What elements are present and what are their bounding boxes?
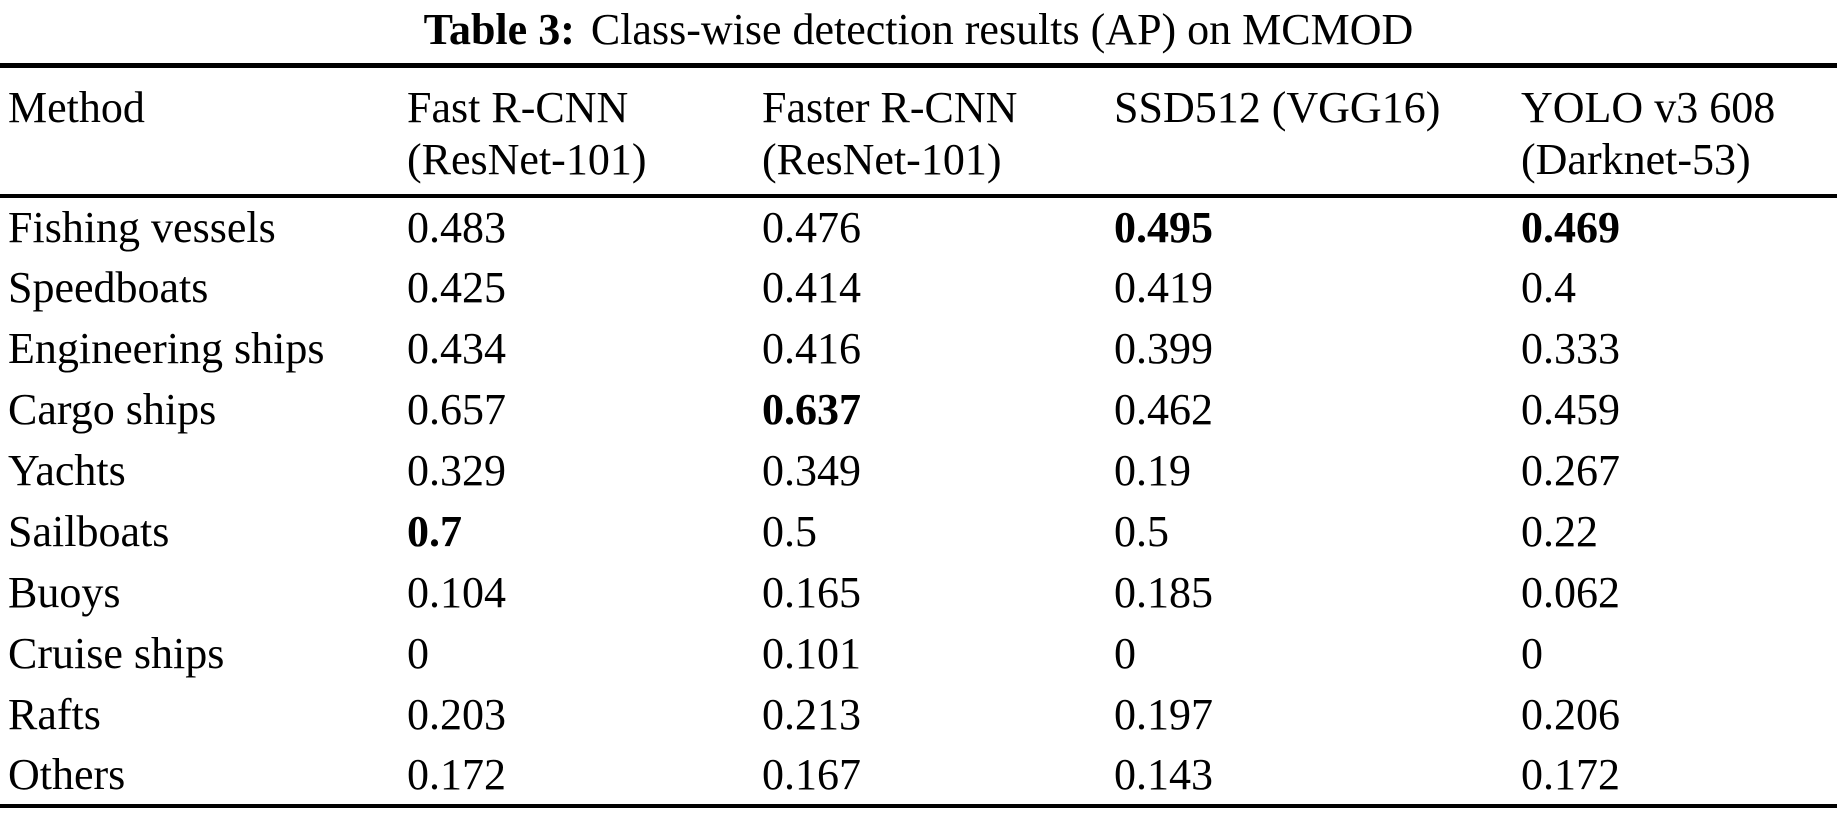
ap-value-cell: 0.434 <box>407 323 506 373</box>
ap-value-cell: 0.476 <box>762 202 861 252</box>
ap-value-cell: 0.267 <box>1521 445 1620 495</box>
table-header-row: Method Fast R-CNN (ResNet-101) Faster R-CNN… <box>0 65 1837 198</box>
method-cell: Engineering ships <box>8 323 325 373</box>
column-header-ssd512-vgg16: SSD512 (VGG16) <box>1114 65 1521 198</box>
ap-value-cell: 0.637 <box>762 384 861 434</box>
column-header-yolo-v3-608: YOLO v3 608 (Darknet-53) <box>1521 65 1837 198</box>
method-cell: Buoys <box>8 567 121 617</box>
ap-value-cell: 0.22 <box>1521 506 1598 556</box>
column-header-fast-r-cnn: Fast R-CNN (ResNet-101) <box>407 65 762 198</box>
ap-value-cell: 0.206 <box>1521 689 1620 739</box>
ap-value-cell: 0 <box>1521 628 1543 678</box>
ap-value-cell: 0.104 <box>407 567 506 617</box>
ap-value-cell: 0.143 <box>1114 749 1213 799</box>
column-header-subtitle: (ResNet-101) <box>762 135 1002 184</box>
table-row-yachts: Yachts 0.329 0.349 0.19 0.267 <box>0 440 1837 501</box>
column-header-method: Method <box>0 65 407 198</box>
ap-value-cell: 0.495 <box>1114 202 1213 252</box>
ap-value-cell: 0.333 <box>1521 323 1620 373</box>
ap-value-cell: 0.416 <box>762 323 861 373</box>
ap-value-cell: 0.4 <box>1521 262 1576 312</box>
ap-value-cell: 0.185 <box>1114 567 1213 617</box>
table-row-cargo-ships: Cargo ships 0.657 0.637 0.462 0.459 <box>0 379 1837 440</box>
ap-value-cell: 0.172 <box>1521 749 1620 799</box>
ap-value-cell: 0.19 <box>1114 445 1191 495</box>
ap-value-cell: 0.483 <box>407 202 506 252</box>
column-header-label: Fast R-CNN <box>407 83 629 132</box>
method-cell: Fishing vessels <box>8 202 276 252</box>
table-row-cruise-ships: Cruise ships 0 0.101 0 0 <box>0 623 1837 684</box>
ap-value-cell: 0.414 <box>762 262 861 312</box>
ap-value-cell: 0.197 <box>1114 689 1213 739</box>
table-caption: Table 3: Class-wise detection results (AP… <box>0 0 1837 63</box>
ap-value-cell: 0.419 <box>1114 262 1213 312</box>
method-cell: Others <box>8 749 126 799</box>
table-row-fishing-vessels: Fishing vessels 0.483 0.476 0.495 0.469 <box>0 196 1837 257</box>
ap-value-cell: 0.101 <box>762 628 861 678</box>
ap-value-cell: 0.7 <box>407 506 462 556</box>
method-cell: Rafts <box>8 689 101 739</box>
table-row-buoys: Buoys 0.104 0.165 0.185 0.062 <box>0 562 1837 623</box>
ap-value-cell: 0.203 <box>407 689 506 739</box>
column-header-subtitle: (ResNet-101) <box>407 135 647 184</box>
column-header-subtitle: (Darknet-53) <box>1521 135 1751 184</box>
table-row-speedboats: Speedboats 0.425 0.414 0.419 0.4 <box>0 257 1837 318</box>
ap-value-cell: 0.165 <box>762 567 861 617</box>
method-cell: Cruise ships <box>8 628 225 678</box>
ap-value-cell: 0.5 <box>1114 506 1169 556</box>
ap-value-cell: 0.172 <box>407 749 506 799</box>
table-caption-label: Table 3: <box>423 5 575 54</box>
method-cell: Yachts <box>8 445 126 495</box>
ap-value-cell: 0.349 <box>762 445 861 495</box>
method-cell: Speedboats <box>8 262 209 312</box>
column-header-faster-r-cnn: Faster R-CNN (ResNet-101) <box>762 65 1114 198</box>
table-header: Method Fast R-CNN (ResNet-101) Faster R-CNN… <box>0 65 1837 198</box>
ap-value-cell: 0 <box>407 628 429 678</box>
table-row-sailboats: Sailboats 0.7 0.5 0.5 0.22 <box>0 501 1837 562</box>
column-header-label: Method <box>8 83 145 132</box>
table-row-rafts: Rafts 0.203 0.213 0.197 0.206 <box>0 684 1837 745</box>
ap-value-cell: 0.062 <box>1521 567 1620 617</box>
ap-value-cell: 0.425 <box>407 262 506 312</box>
ap-value-cell: 0.399 <box>1114 323 1213 373</box>
column-header-label: SSD512 (VGG16) <box>1114 83 1441 132</box>
ap-value-cell: 0.459 <box>1521 384 1620 434</box>
column-header-label: Faster R-CNN <box>762 83 1018 132</box>
ap-value-cell: 0.657 <box>407 384 506 434</box>
ap-value-cell: 0.5 <box>762 506 817 556</box>
ap-value-cell: 0.329 <box>407 445 506 495</box>
table-row-others: Others 0.172 0.167 0.143 0.172 <box>0 745 1837 806</box>
table-row-engineering-ships: Engineering ships 0.434 0.416 0.399 0.333 <box>0 318 1837 379</box>
ap-value-cell: 0.469 <box>1521 202 1620 252</box>
ap-value-cell: 0.167 <box>762 749 861 799</box>
ap-value-cell: 0 <box>1114 628 1136 678</box>
table-caption-text: Class-wise detection results (AP) on MCM… <box>590 5 1414 54</box>
ap-value-cell: 0.462 <box>1114 384 1213 434</box>
column-header-label: YOLO v3 608 <box>1521 83 1776 132</box>
ap-value-cell: 0.213 <box>762 689 861 739</box>
detection-results-table: Method Fast R-CNN (ResNet-101) Faster R-CNN… <box>0 63 1837 808</box>
method-cell: Cargo ships <box>8 384 217 434</box>
method-cell: Sailboats <box>8 506 170 556</box>
